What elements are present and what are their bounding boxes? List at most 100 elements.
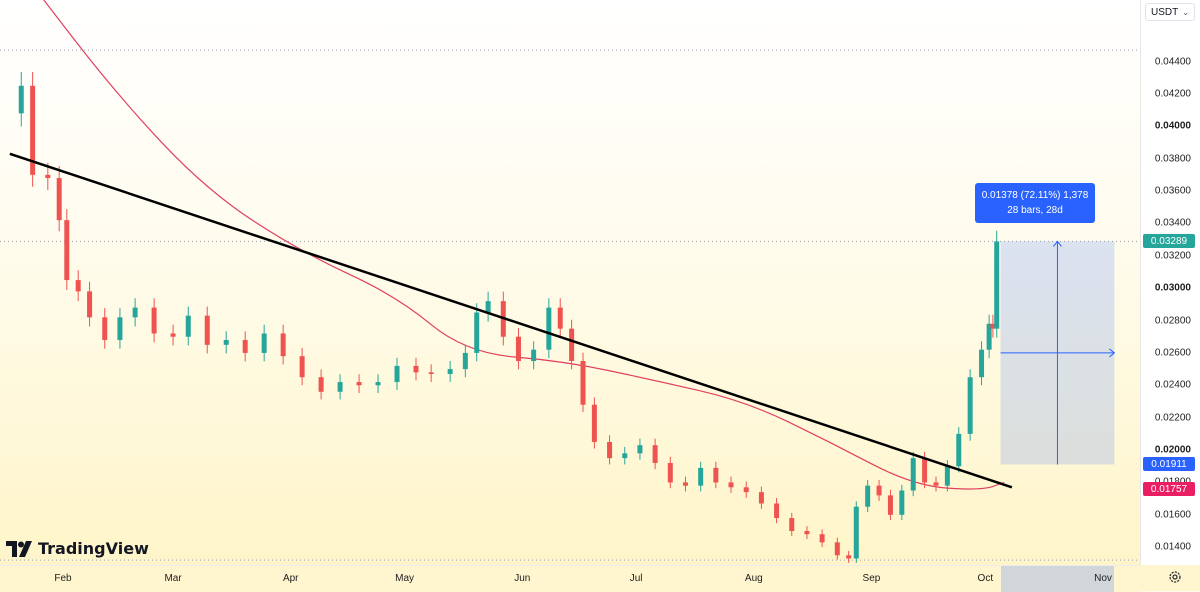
candle bbox=[967, 377, 973, 434]
tradingview-logo-icon bbox=[6, 540, 32, 557]
chart-pane[interactable]: 0.01378 (72.11%) 1,378 28 bars, 28d Trad… bbox=[0, 0, 1140, 565]
candle bbox=[698, 467, 704, 486]
candle bbox=[462, 352, 468, 370]
currency-selector[interactable]: USDT ⌄ bbox=[1145, 3, 1195, 21]
price-tick-label: 0.02600 bbox=[1154, 347, 1191, 359]
time-tick-label: Feb bbox=[54, 573, 72, 584]
candle bbox=[990, 323, 996, 329]
candle bbox=[18, 85, 24, 114]
candle bbox=[789, 518, 795, 532]
gear-icon bbox=[1169, 571, 1181, 583]
price-tick-label: 0.03000 bbox=[1154, 282, 1191, 294]
moving-average-line bbox=[43, 0, 1005, 490]
candle bbox=[531, 349, 537, 362]
candle bbox=[899, 490, 905, 515]
price-chart[interactable] bbox=[0, 0, 1140, 565]
price-tick-label: 0.03200 bbox=[1154, 250, 1191, 262]
candle bbox=[637, 445, 643, 454]
candle bbox=[413, 365, 419, 373]
price-tick-label: 0.01400 bbox=[1154, 541, 1191, 553]
price-label: 0.01757 bbox=[1143, 482, 1195, 497]
time-tick-label: Apr bbox=[282, 573, 299, 584]
candle bbox=[117, 317, 123, 340]
candle bbox=[56, 178, 62, 221]
candle bbox=[728, 482, 734, 488]
candle bbox=[853, 506, 859, 559]
candle bbox=[75, 280, 81, 292]
tradingview-logo: TradingView bbox=[6, 539, 149, 558]
candle bbox=[922, 458, 928, 483]
time-axis[interactable]: Feb Mar Apr May Jun Jul Aug Sep Oct Nov bbox=[0, 565, 1140, 592]
price-tick-label: 0.04200 bbox=[1154, 88, 1191, 100]
candle bbox=[933, 482, 939, 486]
time-tick-label: Sep bbox=[862, 573, 881, 584]
price-tick-label: 0.01600 bbox=[1154, 509, 1191, 521]
candle bbox=[591, 404, 597, 442]
price-tick-label: 0.02000 bbox=[1154, 444, 1191, 456]
candle bbox=[819, 534, 825, 543]
candle bbox=[667, 463, 673, 483]
candle bbox=[546, 307, 552, 350]
candle bbox=[580, 361, 586, 405]
candle bbox=[804, 531, 810, 535]
price-tick-label: 0.04000 bbox=[1154, 120, 1191, 132]
candle bbox=[170, 333, 176, 337]
price-tick-label: 0.04400 bbox=[1154, 56, 1191, 68]
candle bbox=[87, 291, 93, 318]
candle bbox=[428, 372, 434, 374]
candle bbox=[994, 241, 1000, 329]
time-tick-label: May bbox=[395, 573, 415, 584]
time-tick-label: Jul bbox=[629, 573, 643, 584]
time-tick-label: Aug bbox=[744, 573, 763, 584]
candle bbox=[834, 542, 840, 556]
candle bbox=[622, 453, 628, 459]
candle bbox=[204, 315, 210, 345]
candle bbox=[299, 356, 305, 378]
candle bbox=[865, 485, 871, 507]
candle bbox=[956, 433, 962, 467]
candle bbox=[280, 333, 286, 357]
chevron-down-icon: ⌄ bbox=[1182, 7, 1189, 17]
price-tick-label: 0.02200 bbox=[1154, 412, 1191, 424]
candle bbox=[607, 441, 613, 459]
candle bbox=[887, 495, 893, 515]
measure-time-range bbox=[1000, 566, 1115, 592]
candle bbox=[557, 307, 563, 329]
candle bbox=[45, 174, 51, 179]
price-tick-label: 0.02800 bbox=[1154, 315, 1191, 327]
candle bbox=[682, 482, 688, 486]
measure-bars-text: 28 bars, 28d bbox=[1007, 205, 1063, 216]
candle bbox=[375, 382, 381, 386]
time-tick-label: Jun bbox=[514, 573, 531, 584]
candle bbox=[474, 312, 480, 353]
candle bbox=[132, 307, 138, 318]
time-tick-label: Oct bbox=[977, 573, 994, 584]
candle bbox=[394, 365, 400, 383]
candle bbox=[151, 307, 157, 334]
brand-name: TradingView bbox=[38, 539, 149, 558]
candle bbox=[30, 85, 36, 175]
candle bbox=[944, 466, 950, 486]
time-tick-label: Mar bbox=[164, 573, 182, 584]
settings-button[interactable] bbox=[1168, 570, 1182, 584]
candle bbox=[979, 349, 985, 378]
price-axis[interactable]: 0.04400 0.04200 0.04000 0.03800 0.03600 0.034… bbox=[1140, 0, 1200, 565]
candle bbox=[223, 339, 229, 345]
candle bbox=[337, 382, 343, 392]
candle bbox=[515, 336, 521, 362]
measure-tooltip: 0.01378 (72.11%) 1,378 28 bars, 28d bbox=[975, 183, 1095, 223]
candle bbox=[846, 555, 852, 559]
candle bbox=[652, 445, 658, 464]
candle bbox=[64, 220, 70, 281]
price-tick-label: 0.02400 bbox=[1154, 379, 1191, 391]
candle bbox=[713, 467, 719, 483]
candle bbox=[986, 323, 992, 350]
candle bbox=[318, 377, 324, 392]
candle bbox=[743, 487, 749, 493]
price-label: 0.01911 bbox=[1143, 457, 1195, 472]
candle bbox=[185, 315, 191, 337]
candle bbox=[261, 333, 267, 353]
candle bbox=[910, 458, 916, 491]
price-tick-label: 0.03800 bbox=[1154, 153, 1191, 165]
candle bbox=[569, 328, 575, 362]
